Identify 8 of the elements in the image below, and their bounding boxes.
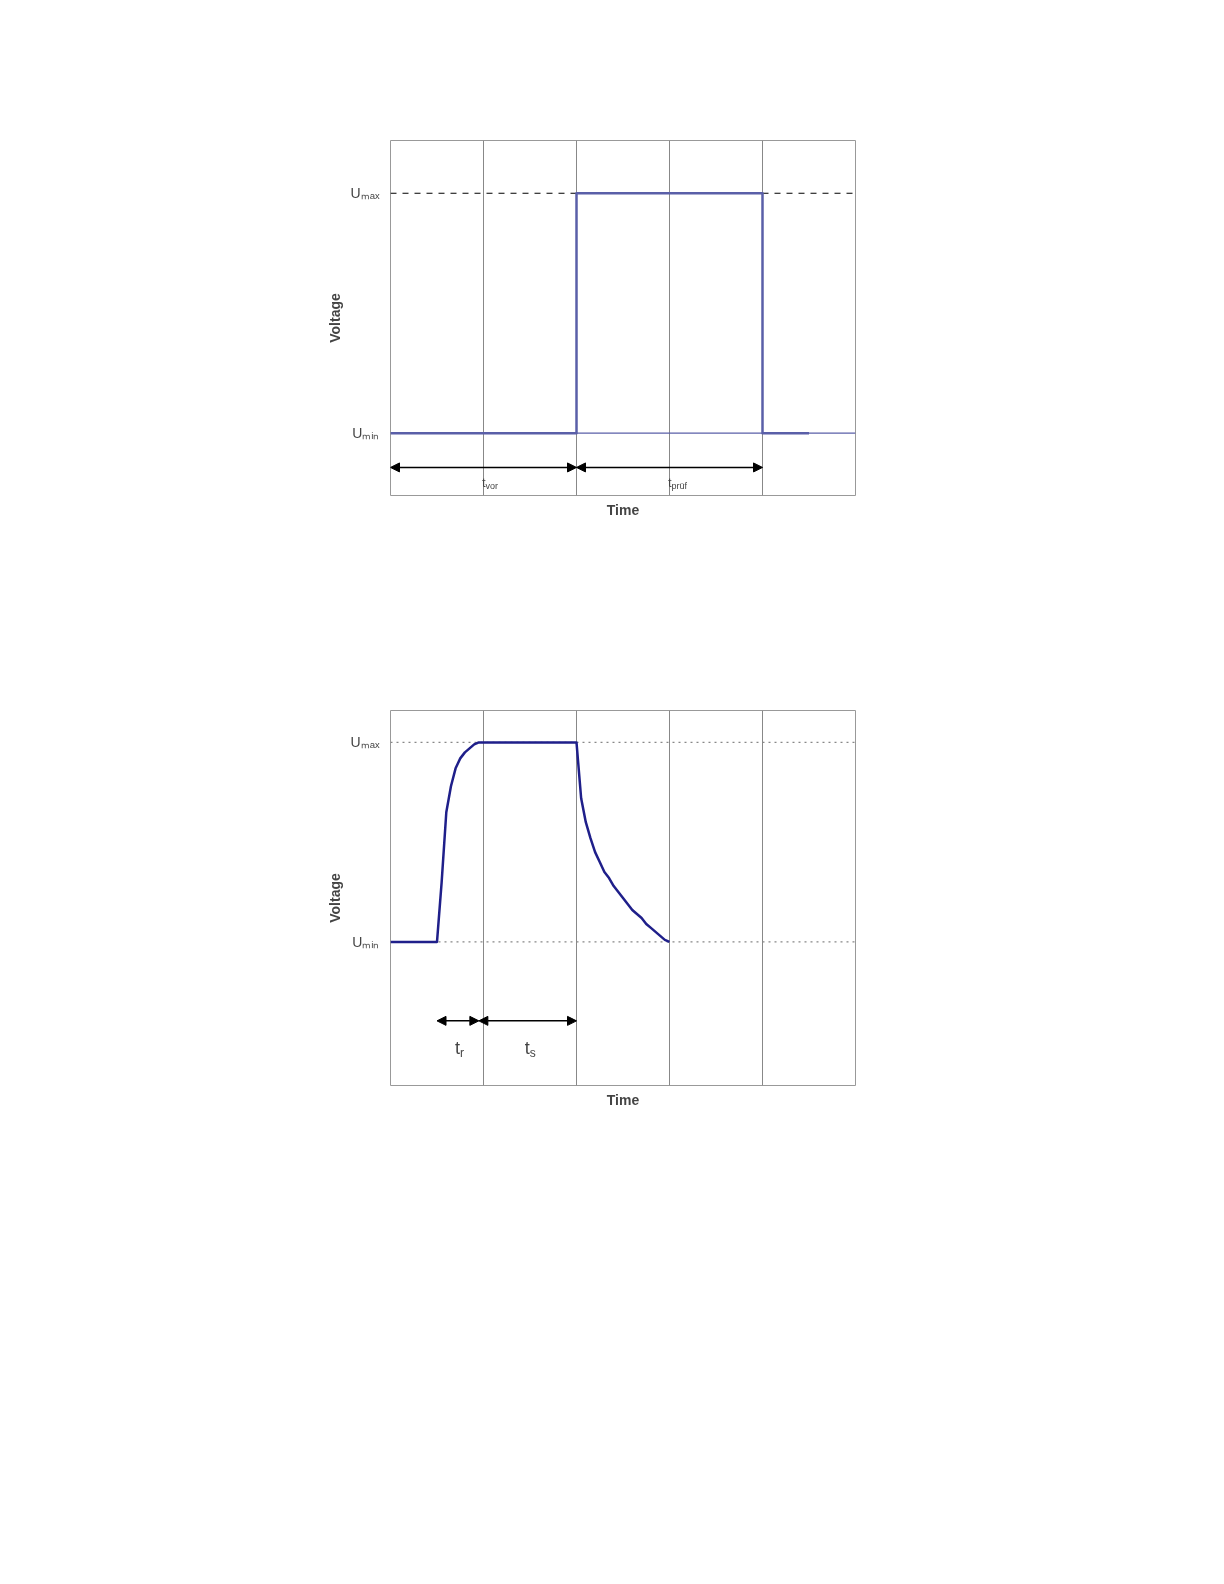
ref-line-label: Uₘᵢₙ [352, 425, 380, 442]
ref-line-label: Uₘᵢₙ [352, 933, 380, 950]
ref-line-label: Uₘₐₓ [350, 185, 380, 202]
y-axis-title: Voltage [326, 873, 343, 923]
ref-line-label: Uₘₐₓ [350, 734, 380, 751]
x-axis-title: Time [606, 1091, 640, 1108]
x-axis-title: Time [606, 501, 640, 518]
y-axis-title: Voltage [326, 293, 343, 343]
